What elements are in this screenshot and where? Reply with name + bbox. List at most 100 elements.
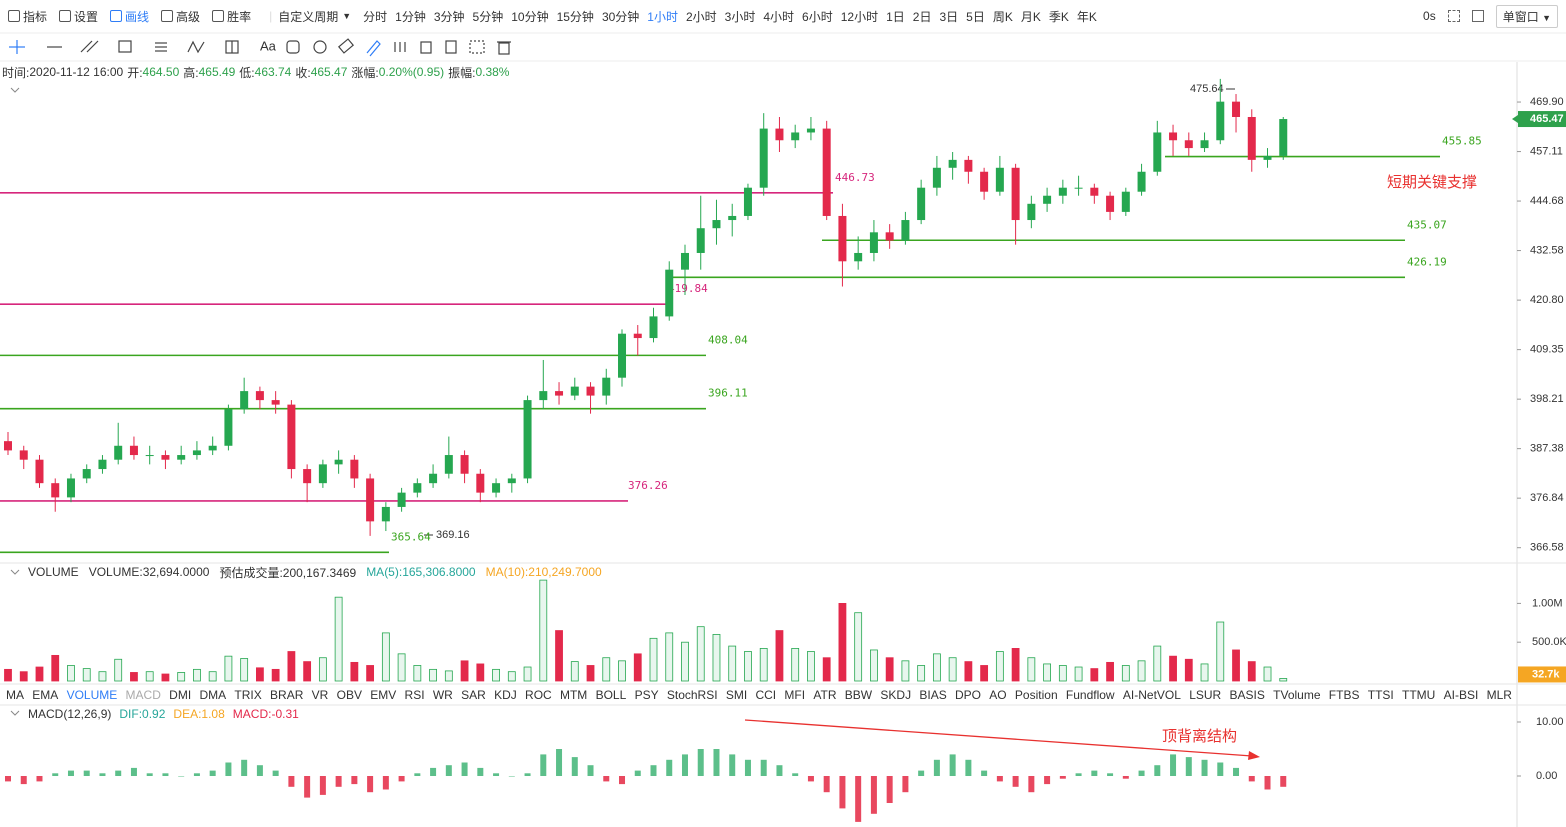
tool-button[interactable]: 画线 xyxy=(110,8,149,25)
volume-bar xyxy=(523,666,532,682)
indicator-tab[interactable]: MLR xyxy=(1486,688,1512,702)
tool-label[interactable]: 高级 xyxy=(176,9,201,24)
indicator-tab[interactable]: StochRSI xyxy=(666,688,718,702)
period-button[interactable]: 3小时 xyxy=(724,9,756,24)
indicator-tab[interactable]: RSI xyxy=(404,688,425,702)
indicator-tab[interactable]: DMI xyxy=(169,688,192,702)
indicator-tab[interactable]: TRIX xyxy=(234,688,262,702)
tool-label[interactable]: 胜率 xyxy=(227,9,252,24)
period-button[interactable]: 周K xyxy=(992,9,1013,24)
period-button[interactable]: 1日 xyxy=(886,9,905,24)
dropdown-caret[interactable]: ▼ xyxy=(342,11,352,21)
period-button[interactable]: 15分钟 xyxy=(556,9,594,24)
tool-icon[interactable] xyxy=(110,10,123,22)
ruler-tool[interactable] xyxy=(337,38,355,54)
tool-button[interactable]: 设置 xyxy=(59,8,98,25)
indicator-tab[interactable]: BASIS xyxy=(1229,688,1265,702)
collapse-chevron[interactable] xyxy=(10,710,20,716)
indicator-tab[interactable]: PSY xyxy=(634,688,659,702)
indicator-tab[interactable]: BBW xyxy=(844,688,873,702)
indicator-tab[interactable]: MFI xyxy=(784,688,806,702)
indicator-tab[interactable]: AO xyxy=(989,688,1007,702)
tool-label[interactable]: 指标 xyxy=(23,9,48,24)
indicator-tab[interactable]: VOLUME xyxy=(66,688,118,702)
indicator-tab[interactable]: BIAS xyxy=(919,688,947,702)
indicator-tab[interactable]: DMA xyxy=(199,688,227,702)
tool-button[interactable]: 指标 xyxy=(8,8,47,25)
indicator-tab[interactable]: BRAR xyxy=(270,688,304,702)
period-button[interactable]: 1小时 xyxy=(647,9,678,24)
indicator-tab[interactable]: MA xyxy=(6,688,24,702)
dropdown-caret[interactable]: ▼ xyxy=(1542,12,1551,23)
magnet-tool[interactable] xyxy=(313,40,327,54)
period-button[interactable]: 30分钟 xyxy=(601,9,640,24)
indicator-tab[interactable]: ROC xyxy=(525,688,552,702)
tool-icon[interactable] xyxy=(59,10,72,22)
period-button[interactable]: 4小时 xyxy=(763,9,795,24)
indicator-tab[interactable]: AI-BSI xyxy=(1443,688,1479,702)
indicator-tab[interactable]: ATR xyxy=(813,688,837,702)
period-button[interactable]: 5日 xyxy=(966,9,985,24)
tool-label[interactable]: 设置 xyxy=(74,9,99,24)
indicator-tab[interactable]: BOLL xyxy=(595,688,627,702)
indicator-tab[interactable]: LSUR xyxy=(1189,688,1222,702)
trend-tool[interactable] xyxy=(80,40,93,53)
period-button[interactable]: 12小时 xyxy=(840,9,879,24)
period-button[interactable]: 6小时 xyxy=(802,9,833,24)
period-button[interactable]: 3分钟 xyxy=(433,9,465,24)
collapse-chevron[interactable] xyxy=(10,569,20,575)
tool-icon[interactable] xyxy=(161,10,174,22)
period-button[interactable]: 10分钟 xyxy=(511,9,549,24)
copy-tool[interactable] xyxy=(445,40,457,54)
tool-icon[interactable] xyxy=(8,10,20,22)
fullscreen-icon[interactable] xyxy=(1447,10,1460,22)
period-button[interactable]: 5分钟 xyxy=(472,9,504,24)
select-tool[interactable] xyxy=(469,40,485,54)
tool-label[interactable]: 画线 xyxy=(125,9,150,24)
collapse-chevron[interactable] xyxy=(10,87,20,93)
pen-tool[interactable] xyxy=(366,40,381,57)
delete-tool[interactable] xyxy=(498,42,510,55)
wave-tool[interactable] xyxy=(187,40,205,54)
indicator-tab[interactable]: MACD xyxy=(125,688,161,702)
indicator-tab[interactable]: FTBS xyxy=(1328,688,1360,702)
indicator-tab[interactable]: TTSI xyxy=(1367,688,1394,702)
brush-tool[interactable] xyxy=(286,40,300,54)
restore-icon[interactable] xyxy=(1471,10,1484,22)
tool-button[interactable]: 胜率 xyxy=(212,8,251,25)
indicator-tab[interactable]: SMI xyxy=(725,688,748,702)
period-button[interactable]: 季K xyxy=(1048,9,1069,24)
indicator-tab[interactable]: TVolume xyxy=(1273,688,1321,702)
period-button[interactable]: 2小时 xyxy=(685,9,717,24)
indicator-tab[interactable]: VR xyxy=(311,688,329,702)
indicator-tab[interactable]: Fundflow xyxy=(1065,688,1115,702)
period-button[interactable]: 2日 xyxy=(912,9,932,24)
text-tool[interactable]: Aa xyxy=(260,38,277,53)
indicator-tab[interactable]: CCI xyxy=(755,688,777,702)
period-button[interactable]: 分时 xyxy=(363,9,388,24)
period-button[interactable]: 3日 xyxy=(939,9,959,24)
indicator-tab[interactable]: AI-NetVOL xyxy=(1122,688,1181,702)
indicator-tab[interactable]: MTM xyxy=(559,688,588,702)
indicator-tab[interactable]: EMV xyxy=(370,688,397,702)
period-button[interactable]: 1分钟 xyxy=(395,9,426,24)
tool-icon[interactable] xyxy=(212,10,225,22)
custom-period[interactable]: 自定义周期 xyxy=(278,9,339,24)
period-button[interactable]: 年K xyxy=(1076,9,1097,24)
indicator-tab[interactable]: DPO xyxy=(955,688,982,702)
window-mode-label[interactable]: 单窗口 xyxy=(1502,9,1539,24)
indicator-tab[interactable]: KDJ xyxy=(494,688,517,702)
trend-tool[interactable] xyxy=(86,40,99,53)
indicator-tab[interactable]: SAR xyxy=(461,688,486,702)
lock-tool[interactable] xyxy=(420,41,432,54)
rect-tool[interactable] xyxy=(118,40,132,53)
tool-button[interactable]: 高级 xyxy=(161,8,200,25)
indicator-tab[interactable]: EMA xyxy=(32,688,59,702)
indicator-tab[interactable]: WR xyxy=(432,688,453,702)
window-mode[interactable]: 单窗口 ▼ xyxy=(1495,4,1558,28)
indicator-tab[interactable]: SKDJ xyxy=(880,688,912,702)
indicator-tab[interactable]: TTMU xyxy=(1402,688,1436,702)
period-button[interactable]: 月K xyxy=(1020,9,1041,24)
indicator-tab[interactable]: Position xyxy=(1014,688,1058,702)
indicator-tab[interactable]: OBV xyxy=(336,688,362,702)
